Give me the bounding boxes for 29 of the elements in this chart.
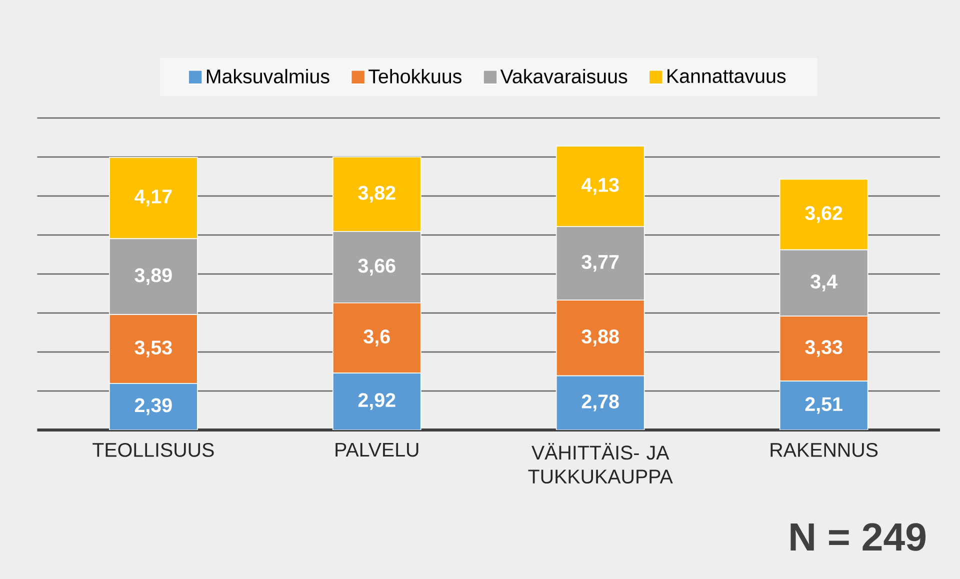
data-label: 4,13 xyxy=(582,178,619,195)
data-label: 2,78 xyxy=(582,394,619,412)
bar xyxy=(108,382,198,430)
data-label: 3,53 xyxy=(134,340,172,358)
data-label: 4,17 xyxy=(134,190,172,206)
data-label: 2,39 xyxy=(134,398,172,416)
legend-label: Maksuvalmius xyxy=(206,68,330,84)
data-label: 3,82 xyxy=(358,186,396,203)
legend-label: Tehokkuus xyxy=(368,68,462,84)
bar xyxy=(556,375,645,430)
data-label: 3,6 xyxy=(364,330,390,346)
bar xyxy=(332,372,422,430)
x-tick-label: PALVELU xyxy=(336,442,418,457)
text: N = 249 xyxy=(790,523,926,551)
data-label: 3,66 xyxy=(358,258,396,276)
legend-label: Kannattavuus xyxy=(668,69,786,84)
data-label: 3,62 xyxy=(805,206,842,223)
x-tick-label: RAKENNUS xyxy=(770,442,878,457)
x-tick-label: TEOLLISUUS xyxy=(92,442,214,457)
data-label: 3,77 xyxy=(582,254,619,272)
legend-label: Vakavaraisuus xyxy=(500,68,628,84)
data-label: 2,92 xyxy=(358,393,396,410)
data-label: 3,4 xyxy=(810,274,838,292)
data-label: 2,51 xyxy=(805,397,842,414)
bar xyxy=(779,380,868,430)
data-label: 3,33 xyxy=(805,340,842,357)
x-tick-label: VÄHITTÄIS- JA TUKKUKAUPPA xyxy=(528,442,673,484)
data-label: 3,89 xyxy=(134,268,172,286)
data-label: 3,88 xyxy=(582,330,619,346)
